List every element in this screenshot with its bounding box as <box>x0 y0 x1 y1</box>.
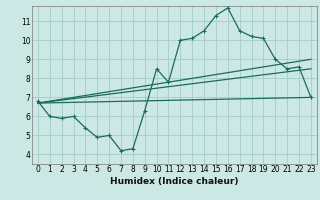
X-axis label: Humidex (Indice chaleur): Humidex (Indice chaleur) <box>110 177 239 186</box>
